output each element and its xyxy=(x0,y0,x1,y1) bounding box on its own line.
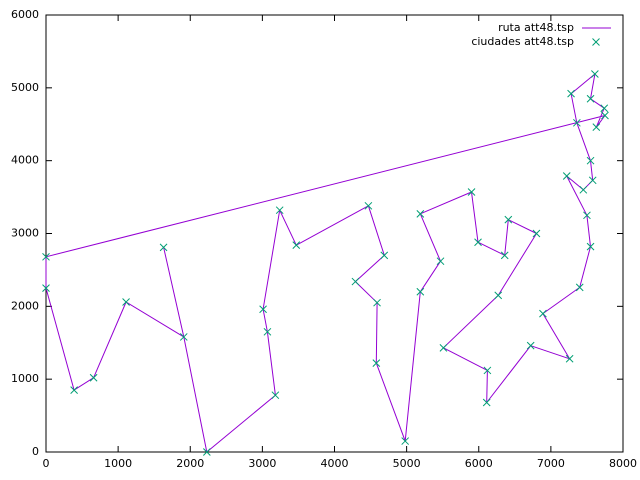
x-axis-ticks: 0 1000 2000 3000 4000 5000 6000 7000 8000 xyxy=(43,15,638,470)
city-point xyxy=(601,105,608,112)
city-point xyxy=(71,387,78,394)
city-point xyxy=(440,344,447,351)
legend-cross xyxy=(593,39,600,46)
city-point xyxy=(381,252,388,259)
x-tick-label: 6000 xyxy=(465,457,493,470)
city-point xyxy=(352,278,359,285)
city-point xyxy=(495,292,502,299)
y-tick-label: 6000 xyxy=(11,8,39,21)
city-point xyxy=(566,355,573,362)
city-point xyxy=(580,186,587,193)
city-point xyxy=(601,112,608,119)
city-point xyxy=(563,172,570,179)
city-point xyxy=(437,258,444,265)
route-line xyxy=(46,74,605,452)
city-point xyxy=(90,374,97,381)
city-point xyxy=(593,124,600,131)
city-point xyxy=(365,202,372,209)
x-tick-label: 4000 xyxy=(321,457,349,470)
legend-label-cities: ciudades att48.tsp xyxy=(471,35,574,48)
city-point xyxy=(123,298,130,305)
legend-cities-marker xyxy=(593,39,600,46)
y-tick-label: 3000 xyxy=(11,227,39,240)
y-tick-label: 1000 xyxy=(11,372,39,385)
x-tick-label: 7000 xyxy=(537,457,565,470)
city-point xyxy=(293,242,300,249)
y-tick-label: 4000 xyxy=(11,154,39,167)
x-tick-label: 5000 xyxy=(393,457,421,470)
legend: ruta att48.tsp ciudades att48.tsp xyxy=(471,21,611,48)
x-tick-label: 3000 xyxy=(248,457,276,470)
cities-series xyxy=(43,70,609,455)
city-point xyxy=(160,244,167,251)
city-point xyxy=(527,342,534,349)
city-point xyxy=(576,284,583,291)
x-tick-label: 2000 xyxy=(176,457,204,470)
x-tick-label: 1000 xyxy=(104,457,132,470)
route-series xyxy=(46,74,605,452)
city-point xyxy=(417,210,424,217)
city-point xyxy=(533,230,540,237)
y-axis-ticks: 0 1000 2000 3000 4000 5000 6000 xyxy=(11,8,623,458)
legend-label-route: ruta att48.tsp xyxy=(498,21,574,34)
y-tick-label: 5000 xyxy=(11,81,39,94)
y-tick-label: 0 xyxy=(32,445,39,458)
x-tick-label: 8000 xyxy=(609,457,637,470)
x-tick-label: 0 xyxy=(43,457,50,470)
y-tick-label: 2000 xyxy=(11,299,39,312)
city-point xyxy=(539,310,546,317)
